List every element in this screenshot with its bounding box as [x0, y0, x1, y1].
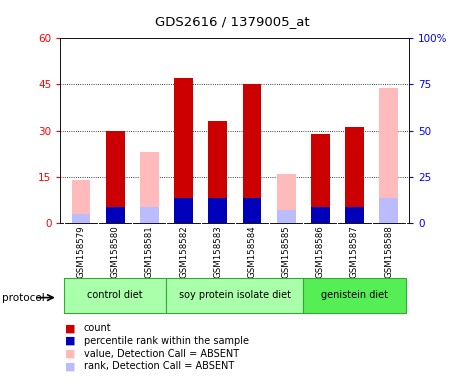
Bar	[345, 207, 364, 223]
Text: GSM158580: GSM158580	[111, 225, 120, 278]
Bar	[379, 198, 398, 223]
Text: ■: ■	[65, 323, 76, 333]
Bar	[72, 214, 90, 223]
Text: count: count	[84, 323, 111, 333]
Text: value, Detection Call = ABSENT: value, Detection Call = ABSENT	[84, 349, 239, 359]
Text: GDS2616 / 1379005_at: GDS2616 / 1379005_at	[155, 15, 310, 28]
Bar	[379, 88, 398, 223]
Bar	[64, 278, 166, 313]
Bar	[277, 174, 296, 223]
Text: genistein diet: genistein diet	[321, 290, 388, 300]
Text: ■: ■	[65, 349, 76, 359]
Bar	[140, 152, 159, 223]
Text: soy protein isolate diet: soy protein isolate diet	[179, 290, 291, 300]
Text: GSM158587: GSM158587	[350, 225, 359, 278]
Text: GSM158582: GSM158582	[179, 225, 188, 278]
Bar	[277, 210, 296, 223]
Bar	[208, 198, 227, 223]
Text: GSM158588: GSM158588	[384, 225, 393, 278]
Bar	[311, 207, 330, 223]
Bar	[166, 278, 303, 313]
Text: GSM158584: GSM158584	[247, 225, 256, 278]
Text: GSM158586: GSM158586	[316, 225, 325, 278]
Text: ■: ■	[65, 336, 76, 346]
Bar	[208, 121, 227, 223]
Bar	[174, 198, 193, 223]
Bar	[243, 84, 261, 223]
Bar	[106, 131, 125, 223]
Text: GSM158583: GSM158583	[213, 225, 222, 278]
Bar	[174, 78, 193, 223]
Text: GSM158581: GSM158581	[145, 225, 154, 278]
Bar	[140, 207, 159, 223]
Text: GSM158585: GSM158585	[282, 225, 291, 278]
Text: ■: ■	[65, 361, 76, 371]
Bar	[303, 278, 406, 313]
Text: protocol: protocol	[2, 293, 45, 303]
Text: control diet: control diet	[87, 290, 143, 300]
Bar	[106, 207, 125, 223]
Text: GSM158579: GSM158579	[76, 225, 86, 278]
Bar	[72, 180, 90, 223]
Bar	[345, 127, 364, 223]
Bar	[311, 134, 330, 223]
Bar	[243, 198, 261, 223]
Text: rank, Detection Call = ABSENT: rank, Detection Call = ABSENT	[84, 361, 234, 371]
Text: percentile rank within the sample: percentile rank within the sample	[84, 336, 249, 346]
